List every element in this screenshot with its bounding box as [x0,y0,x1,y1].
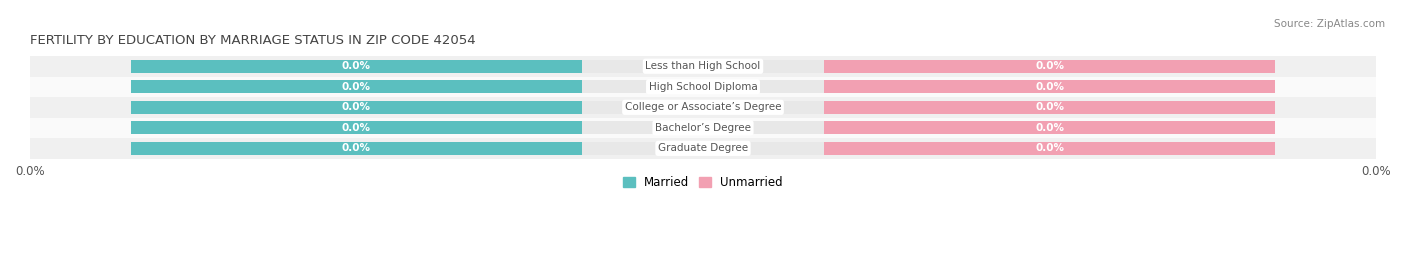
Bar [131,60,582,73]
Text: 0.0%: 0.0% [342,61,371,71]
Bar [30,56,1376,76]
Bar [824,142,1275,155]
Text: College or Associate’s Degree: College or Associate’s Degree [624,102,782,112]
Bar [30,76,1376,97]
Bar [824,80,1275,93]
Bar [131,80,703,93]
Bar [131,80,582,93]
Text: 0.0%: 0.0% [1035,143,1064,153]
Bar [131,101,582,114]
Bar [131,60,703,73]
Bar [30,138,1376,159]
Legend: Married, Unmarried: Married, Unmarried [619,171,787,194]
Text: 0.0%: 0.0% [342,123,371,133]
Bar [824,101,1275,114]
Text: 0.0%: 0.0% [342,102,371,112]
Bar [30,97,1376,118]
Bar [703,101,1275,114]
Bar [703,122,1275,134]
Bar [30,118,1376,138]
Text: Less than High School: Less than High School [645,61,761,71]
Text: 0.0%: 0.0% [1035,82,1064,92]
Bar [131,122,582,134]
Bar [131,142,703,155]
Bar [131,101,703,114]
Text: 0.0%: 0.0% [342,82,371,92]
Text: Graduate Degree: Graduate Degree [658,143,748,153]
Bar [824,60,1275,73]
Bar [703,80,1275,93]
Text: 0.0%: 0.0% [1035,123,1064,133]
Bar [131,122,703,134]
Text: 0.0%: 0.0% [342,143,371,153]
Bar [703,60,1275,73]
Text: Source: ZipAtlas.com: Source: ZipAtlas.com [1274,19,1385,29]
Text: FERTILITY BY EDUCATION BY MARRIAGE STATUS IN ZIP CODE 42054: FERTILITY BY EDUCATION BY MARRIAGE STATU… [30,34,475,47]
Text: 0.0%: 0.0% [1035,102,1064,112]
Text: 0.0%: 0.0% [1035,61,1064,71]
Bar [824,122,1275,134]
Text: Bachelor’s Degree: Bachelor’s Degree [655,123,751,133]
Bar [131,142,582,155]
Bar [703,142,1275,155]
Text: High School Diploma: High School Diploma [648,82,758,92]
